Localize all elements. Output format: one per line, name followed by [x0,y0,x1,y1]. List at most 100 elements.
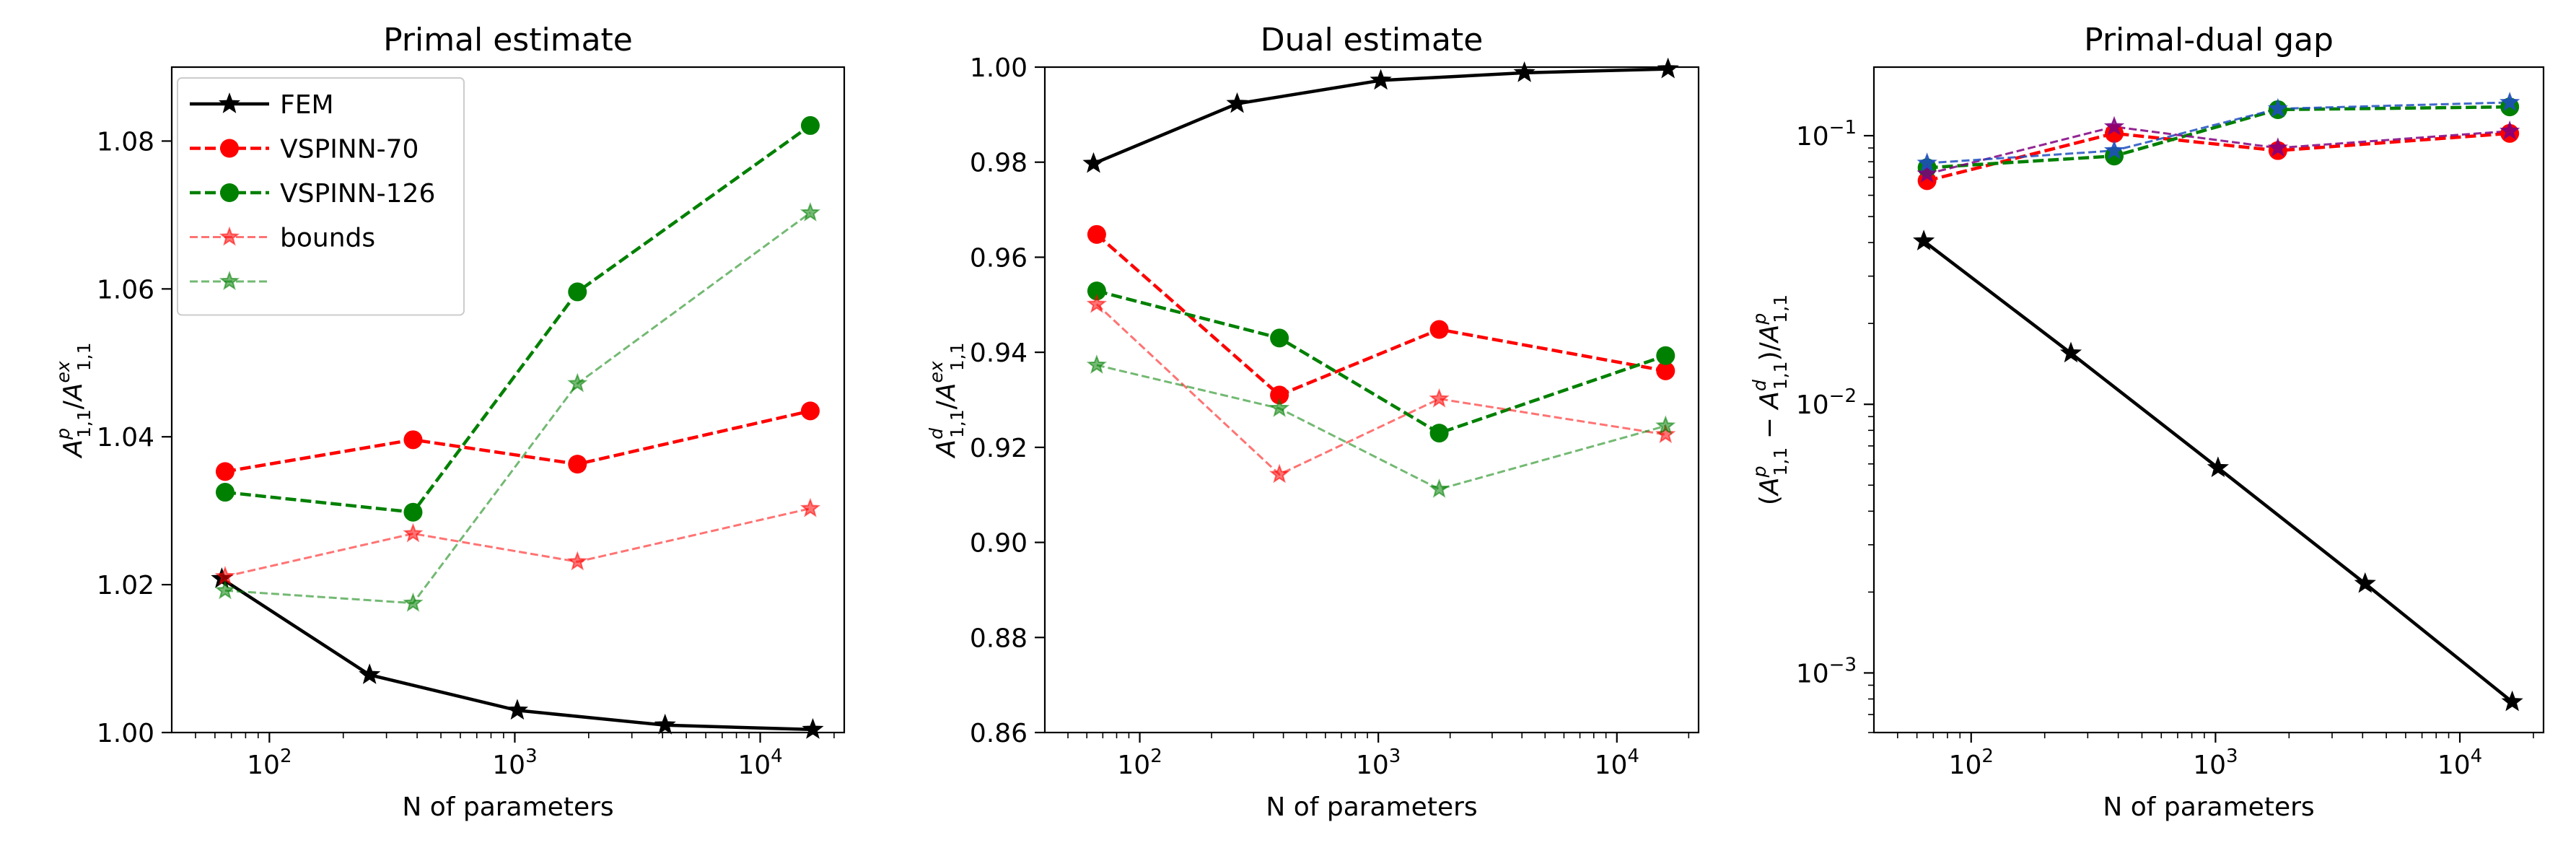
series-3-line [1927,126,2510,175]
series-4-point [1086,354,1108,374]
fem-point [802,718,824,739]
vspinn-126-point [403,502,423,522]
panel-primal-dual-gap: 102 103 104 10−3 10−2 10−1 Primal-dual gap N of… [1749,22,2545,822]
vspinn-70-point [1270,385,1289,405]
vspinn-126-line [224,124,812,515]
legend: FEM VSPINN-70 VSPINN-126 bounds [177,77,465,316]
y-tick-label: 0.94 [970,338,1028,368]
series-4-point [567,372,588,393]
y-tick-label: 1.00 [97,719,154,748]
bounds-point [1429,388,1450,408]
x-tick-label: 103 [2193,746,2238,780]
chart-title: Dual estimate [1261,22,1484,58]
vspinn-126-point [1087,281,1106,301]
series-4-point [1916,152,1937,172]
series-4-point [214,580,236,600]
series-4-point [799,201,821,222]
axes-frame [1872,66,2545,734]
vspinn-126-line [1096,289,1667,435]
legend-marker-bounds [219,226,240,246]
fem-point [2501,690,2523,712]
vspinn-70-point [568,455,587,474]
x-tick-label: 104 [2437,746,2482,780]
fem-point [1513,61,1535,82]
fem-point [1657,57,1679,79]
x-axis-label: N of parameters [2103,792,2314,822]
fem-point [2354,572,2376,593]
vspinn-126-point [1429,424,1449,443]
vspinn-126-point [800,115,820,135]
y-axis-label: Ad1,1/Aex1,1 [926,342,968,458]
vspinn-126-point [215,483,235,502]
legend-marker-vspinn-70 [220,139,239,158]
fem-point [506,699,529,720]
vspinn-70-point [1087,224,1106,244]
plot-area [1874,67,2544,733]
y-minor-ticks [1868,147,1874,733]
vspinn-126-point [1270,328,1289,348]
vspinn-126-point [568,282,587,302]
legend-box [177,77,465,316]
vspinn-70-point [2105,123,2124,143]
chart-title: Primal-dual gap [2084,22,2334,58]
legend-label-vspinn-126: VSPINN-126 [280,179,435,209]
y-tick-label: 10−2 [1796,385,1857,420]
series-4-point [1429,478,1450,498]
fem-point [2059,341,2082,363]
bounds-point [1086,293,1108,313]
legend-label-bounds: bounds [280,224,375,253]
fem-point [359,663,381,684]
y-tick-label: 0.98 [970,149,1028,178]
y-tick-label: 0.88 [970,624,1028,653]
bounds-line [1095,303,1666,476]
x-tick-label: 102 [1117,746,1162,780]
series-3-point [2500,120,2520,140]
vspinn-70-point [1917,171,1937,191]
y-tick-label: 0.96 [970,243,1028,273]
series-4-point [2103,139,2125,159]
series-4-line [224,211,811,605]
legend-label-vspinn-70: VSPINN-70 [280,135,419,165]
panel-primal-estimate: 102 103 104 1.00 1.02 1.04 1.06 1.08 Primal esti… [53,22,846,822]
x-minor-ticks [195,733,835,738]
vspinn-126-line [1927,105,2510,170]
y-tick-label: 1.04 [97,423,154,453]
bounds-point [1655,424,1676,444]
y-tick-label: 10−1 [1796,117,1857,152]
y-tick-label: 1.06 [97,275,154,305]
y-tick-label: 0.86 [970,719,1028,748]
x-tick-label: 102 [247,746,292,780]
y-tick-label: 10−3 [1796,654,1857,689]
panel-dual-estimate: 102 103 104 0.86 0.88 0.90 0.92 0.94 0.96 0.98 1.0… [926,22,1700,822]
y-tick-label: 1.02 [97,571,154,600]
y-tick-label: 0.90 [970,529,1028,559]
vspinn-70-point [1656,361,1675,380]
series-3-point [2103,115,2125,136]
series-4-line [1927,101,2510,165]
x-minor-ticks [1067,733,1690,738]
fem-point [1370,69,1392,90]
bounds-line [224,507,811,578]
bounds-point [1269,463,1290,484]
bounds-point [799,497,821,517]
bounds-point [567,551,588,571]
axes-frame [170,66,846,734]
marker-layer [211,115,824,739]
marker-layer [1082,57,1679,498]
fem-point [654,713,676,735]
legend-label-fem: FEM [280,90,334,120]
vspinn-70-point [1429,320,1449,339]
fem-point [1082,152,1105,173]
series-4-point [403,592,424,612]
x-minor-ticks [1897,733,2534,738]
x-tick-label: 104 [737,746,782,780]
vspinn-70-point [403,430,423,450]
fem-point [1226,92,1248,113]
plot-area [1045,67,1699,733]
bounds-point [403,523,424,543]
y-tick-label: 1.00 [970,53,1028,83]
legend-marker-series-4 [219,271,240,291]
chart-title: Primal estimate [383,22,633,58]
vspinn-70-line [224,409,811,473]
fem-point [2207,456,2229,478]
